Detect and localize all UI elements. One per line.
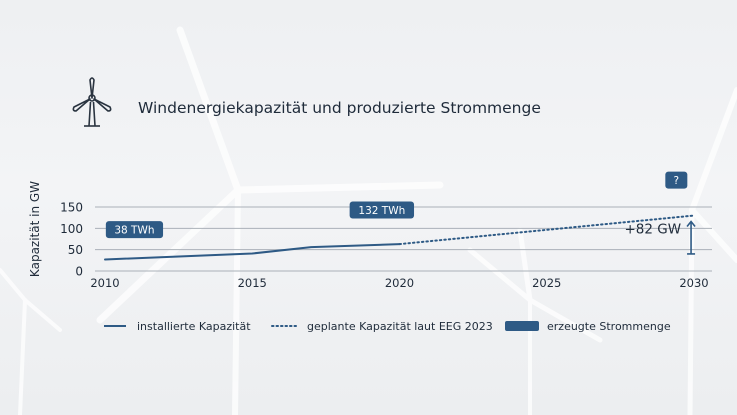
delta-arrow-head: [686, 220, 696, 228]
energy-label-box: [349, 201, 415, 219]
page-title: Windenergiekapazität und produzierte Str…: [138, 99, 541, 117]
energy-label: 132 TWh: [358, 205, 405, 217]
x-tick-label: 2010: [90, 276, 119, 290]
legend-label: geplante Kapazität laut EEG 2023: [307, 320, 493, 333]
y-tick-label: 150: [60, 201, 83, 215]
series-line: [104, 243, 401, 261]
y-tick-label: 50: [68, 243, 83, 257]
energy-label: ?: [674, 175, 680, 187]
legend-label: erzeugte Strommenge: [547, 320, 671, 333]
y-axis-label: Kapazität in GW: [28, 181, 42, 277]
energy-label-box: [105, 221, 164, 239]
x-tick-label: 2020: [385, 276, 414, 290]
energy-label-box: [665, 171, 688, 189]
series-line: [398, 214, 695, 246]
delta-label: +82 GW: [624, 221, 681, 237]
x-tick-label: 2025: [532, 276, 561, 290]
x-tick-label: 2015: [238, 276, 267, 290]
x-tick-label: 2030: [679, 276, 708, 290]
legend-label: installierte Kapazität: [137, 320, 251, 333]
y-tick-label: 100: [60, 222, 83, 236]
legend-swatch-box: [505, 321, 539, 331]
energy-label: 38 TWh: [114, 225, 154, 237]
wind-turbine-icon: [72, 77, 112, 127]
y-tick-label: 0: [75, 265, 83, 279]
